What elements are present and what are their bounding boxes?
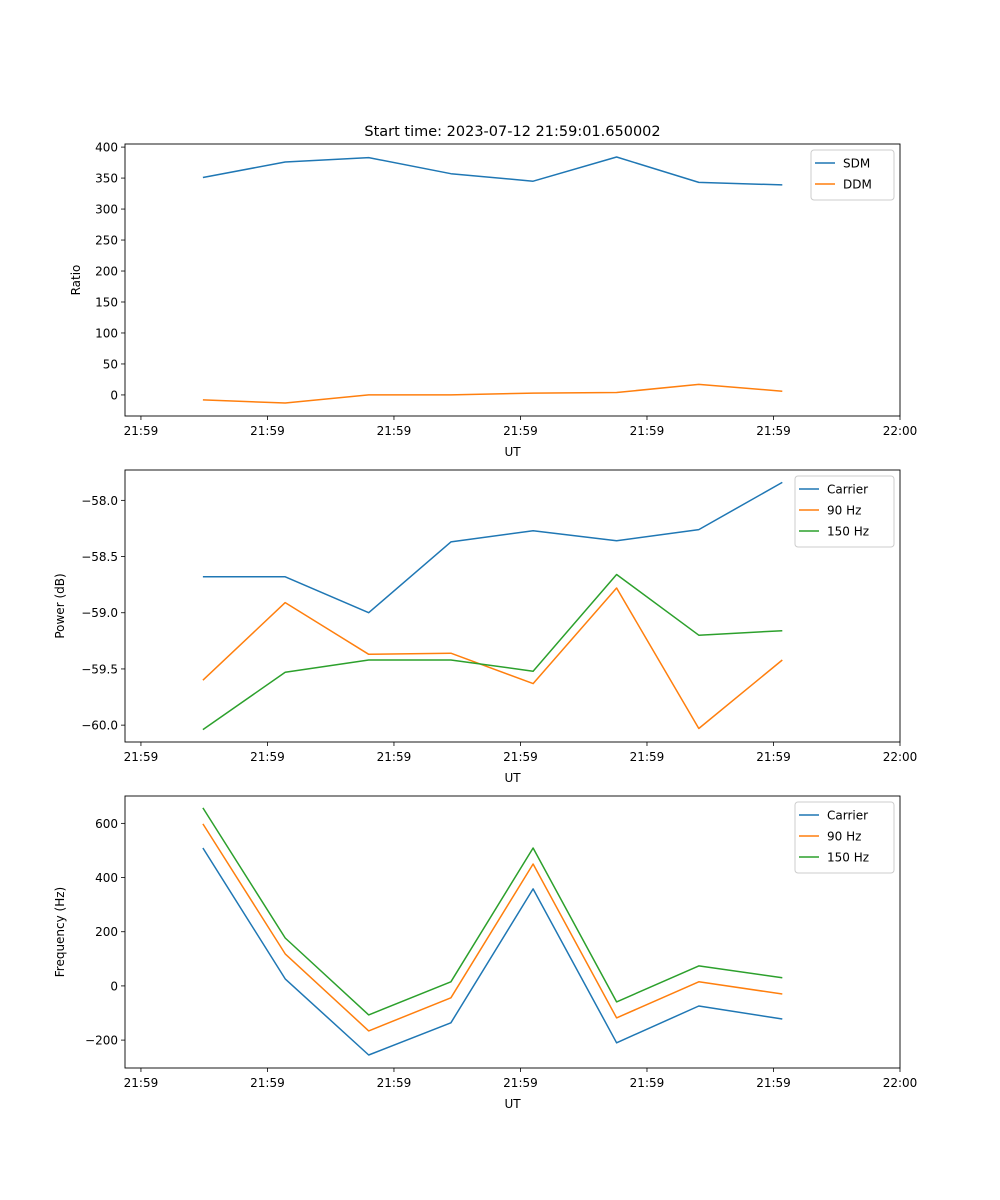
chart-title: Start time: 2023-07-12 21:59:01.650002 [364, 124, 660, 140]
series-line-ddm [202, 383, 783, 404]
x-axis-label: UT [504, 445, 521, 459]
y-tick-label: −60.0 [81, 719, 118, 733]
legend-label: SDM [843, 157, 870, 171]
y-tick-label: 0 [110, 388, 118, 402]
legend-box [794, 801, 895, 874]
axes-frame [124, 143, 901, 417]
x-tick-label: 21:59 [124, 750, 159, 764]
y-tick-label: 100 [95, 326, 118, 340]
x-axis-label: UT [504, 771, 521, 785]
x-tick-label: 21:59 [630, 424, 665, 438]
legend-label: Carrier [827, 809, 868, 823]
series-line-carrier [202, 847, 783, 1056]
y-tick-label: −200 [85, 1034, 118, 1048]
legend-label: Carrier [827, 483, 868, 497]
x-tick-label: 21:59 [124, 424, 159, 438]
x-tick-label: 21:59 [503, 424, 538, 438]
x-tick-label: 21:59 [377, 1076, 412, 1090]
x-tick-label: 22:00 [883, 750, 918, 764]
series-line-90-hz [202, 823, 783, 1032]
series-line-carrier [202, 481, 783, 614]
y-tick-label: 400 [95, 141, 118, 155]
y-tick-label: 150 [95, 295, 118, 309]
series-line-90-hz [202, 587, 783, 730]
axes-frame [124, 469, 901, 743]
x-axis-label: UT [504, 1097, 521, 1111]
y-tick-label: 50 [103, 357, 118, 371]
subplot-3: 21:59 21:59 21:59 21:59 21:59 21:59 22:00 −200 0… [53, 795, 918, 1111]
x-tick-label: 21:59 [630, 1076, 665, 1090]
series-line-sdm [202, 156, 783, 186]
y-tick-label: −59.0 [81, 606, 118, 620]
x-tick-label: 21:59 [124, 1076, 159, 1090]
x-tick-label: 21:59 [630, 750, 665, 764]
series-line-150-hz [202, 807, 783, 1016]
x-tick-label: 22:00 [883, 1076, 918, 1090]
legend-label: 90 Hz [827, 504, 861, 518]
x-tick-label: 21:59 [377, 750, 412, 764]
axes-frame [124, 795, 901, 1069]
x-tick-label: 21:59 [250, 1076, 285, 1090]
y-tick-label: 250 [95, 234, 118, 248]
y-axis-label: Power (dB) [53, 573, 67, 638]
legend-label: 150 Hz [827, 851, 869, 865]
y-axis-label: Frequency (Hz) [53, 887, 67, 978]
legend: Carrier 90 Hz 150 Hz [794, 801, 895, 874]
x-tick-label: 21:59 [250, 424, 285, 438]
legend-label: 90 Hz [827, 830, 861, 844]
x-tick-label: 21:59 [503, 1076, 538, 1090]
x-tick-label: 21:59 [377, 424, 412, 438]
y-tick-label: −58.5 [81, 550, 118, 564]
subplot-1: 21:59 21:59 21:59 21:59 21:59 21:59 22:00 0 50 10… [69, 141, 917, 459]
legend-label: DDM [843, 178, 872, 192]
y-tick-label: 400 [95, 871, 118, 885]
x-tick-label: 22:00 [883, 424, 918, 438]
y-tick-label: 600 [95, 817, 118, 831]
y-tick-label: −58.0 [81, 494, 118, 508]
y-tick-label: 0 [110, 979, 118, 993]
y-tick-label: 300 [95, 203, 118, 217]
x-tick-label: 21:59 [756, 424, 791, 438]
y-axis-label: Ratio [69, 265, 83, 296]
x-tick-label: 21:59 [756, 1076, 791, 1090]
subplot-2: 21:59 21:59 21:59 21:59 21:59 21:59 22:00 −60.0… [53, 469, 918, 785]
legend: Carrier 90 Hz 150 Hz [794, 475, 895, 548]
legend: SDM DDM [810, 149, 895, 201]
y-tick-label: 200 [95, 265, 118, 279]
series-line-150-hz [202, 573, 783, 731]
y-tick-label: 350 [95, 172, 118, 186]
y-tick-label: 200 [95, 925, 118, 939]
legend-label: 150 Hz [827, 525, 869, 539]
x-tick-label: 21:59 [756, 750, 791, 764]
x-tick-label: 21:59 [250, 750, 285, 764]
x-tick-label: 21:59 [503, 750, 538, 764]
legend-box [794, 475, 895, 548]
y-tick-label: −59.5 [81, 662, 118, 676]
